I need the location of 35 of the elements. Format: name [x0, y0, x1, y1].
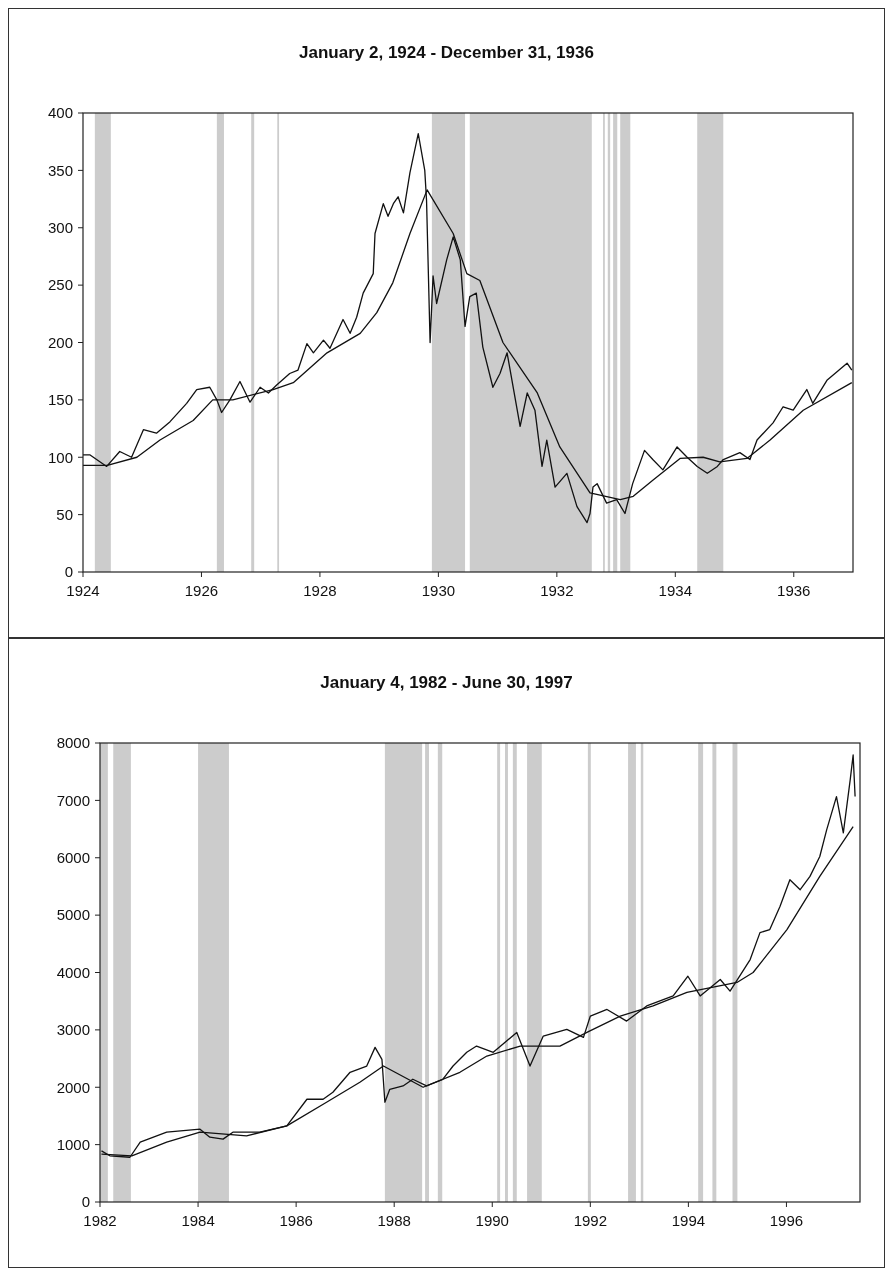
- y-tick-label: 50: [56, 505, 73, 523]
- y-tick-label: 7000: [56, 791, 90, 809]
- y-tick-label: 100: [47, 448, 73, 466]
- y-tick-label: 150: [47, 391, 73, 409]
- y-tick-label: 4000: [56, 963, 90, 981]
- y-tick-label: 6000: [56, 849, 90, 866]
- x-tick-label: 1994: [671, 1212, 706, 1229]
- y-tick-label: 0: [81, 1193, 90, 1211]
- x-tick-label: 1928: [303, 582, 337, 599]
- x-tick-label: 1984: [181, 1212, 215, 1229]
- y-tick-label: 350: [47, 161, 73, 179]
- x-tick-label: 1926: [184, 582, 219, 599]
- x-tick-label: 1990: [475, 1212, 509, 1229]
- x-tick-label: 1924: [66, 582, 100, 599]
- chart-title: January 4, 1982 - June 30, 1997: [320, 673, 573, 692]
- y-tick-label: 400: [47, 104, 73, 122]
- y-tick-label: 0: [64, 563, 73, 581]
- y-tick-label: 200: [47, 333, 73, 351]
- chart-title: January 2, 1924 - December 31, 1936: [299, 43, 594, 62]
- x-tick-label: 1996: [769, 1212, 804, 1229]
- x-tick-label: 1932: [540, 582, 574, 599]
- y-tick-label: 2000: [56, 1078, 90, 1096]
- x-tick-label: 1988: [377, 1212, 411, 1229]
- x-tick-label: 1982: [83, 1212, 117, 1229]
- x-tick-label: 1936: [777, 582, 811, 599]
- x-tick-label: 1992: [573, 1212, 608, 1229]
- y-tick-label: 300: [47, 219, 73, 236]
- y-tick-label: 1000: [56, 1135, 90, 1153]
- x-tick-label: 1986: [279, 1212, 313, 1229]
- y-tick-label: 8000: [56, 734, 90, 752]
- y-tick-label: 3000: [56, 1021, 90, 1039]
- x-tick-label: 1930: [421, 582, 456, 599]
- y-tick-label: 5000: [56, 906, 90, 924]
- y-tick-label: 250: [47, 276, 73, 294]
- x-tick-label: 1934: [658, 582, 692, 599]
